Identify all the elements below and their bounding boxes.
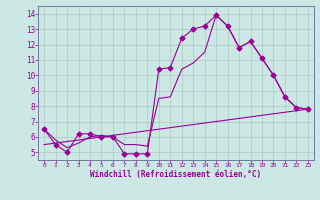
X-axis label: Windchill (Refroidissement éolien,°C): Windchill (Refroidissement éolien,°C)	[91, 170, 261, 179]
